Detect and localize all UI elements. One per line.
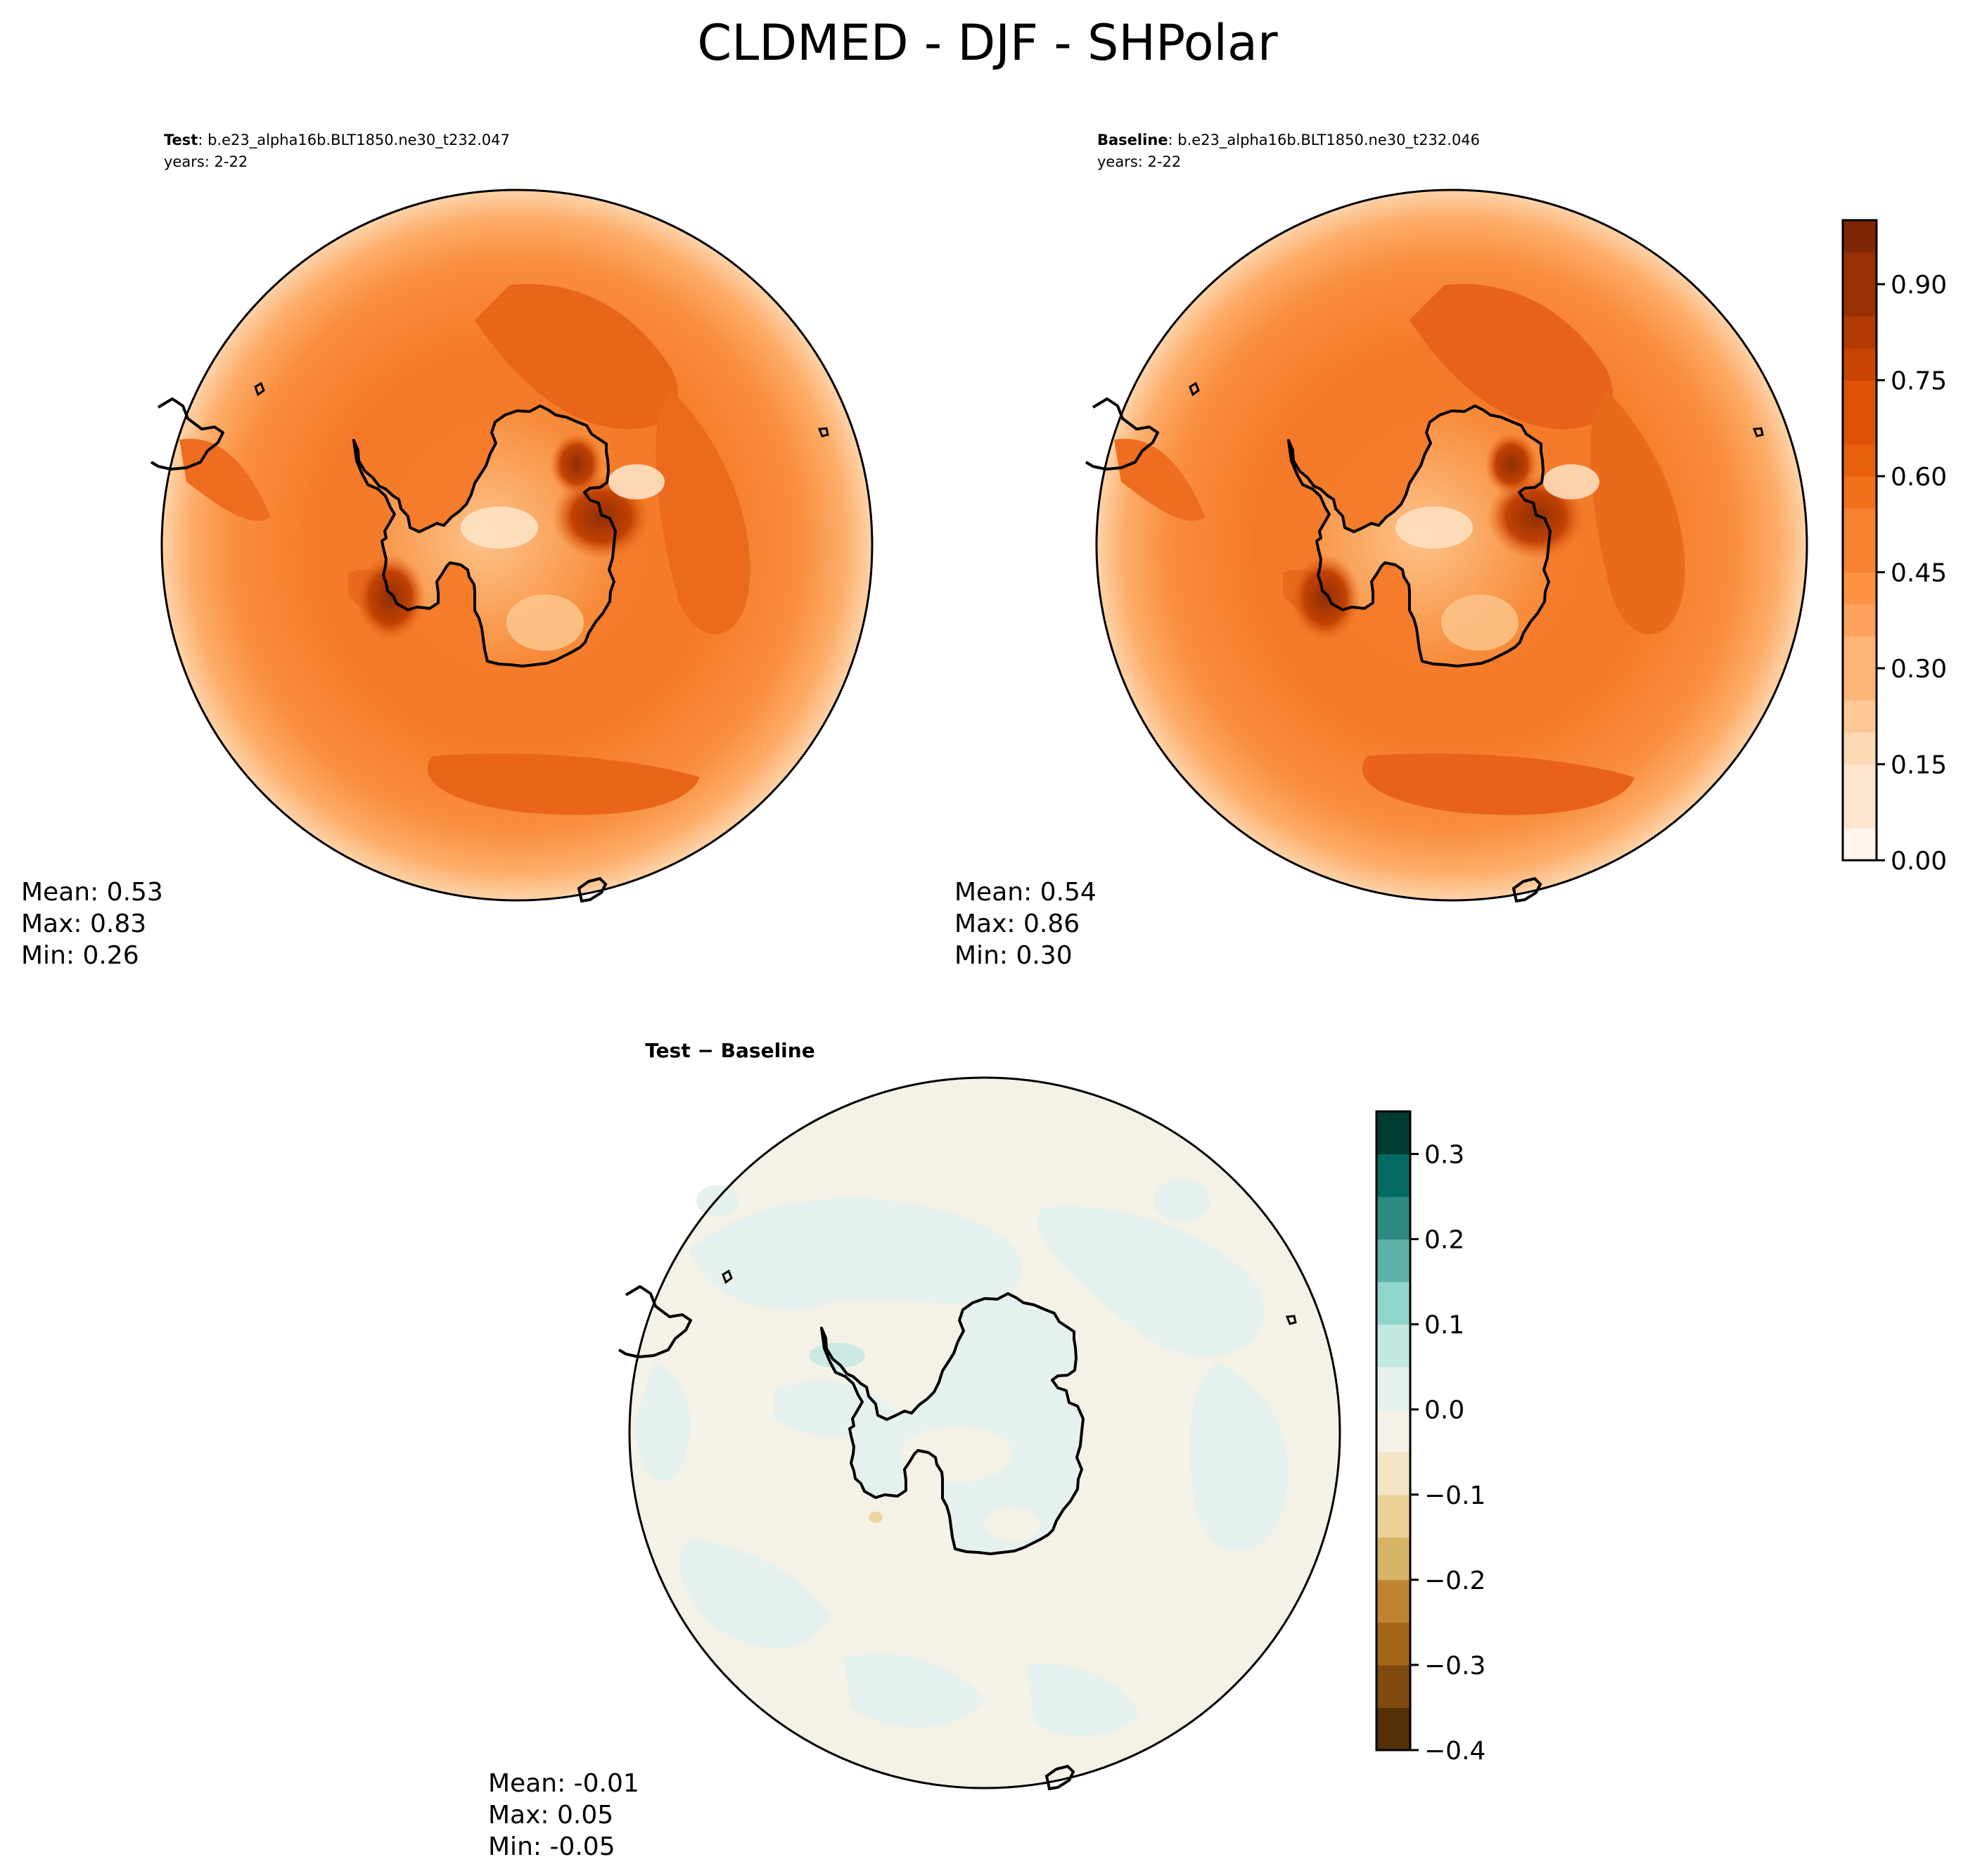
test-stats: Mean: 0.53 Max: 0.83 Min: 0.26 <box>21 878 163 970</box>
test-panel-label: Test <box>164 132 198 148</box>
diff-colorbar-ticks: −0.4 −0.3 −0.2 −0.1 0.0 0.1 0.2 0.3 <box>1410 1141 1485 1766</box>
diff-stat-mean: Mean: -0.01 <box>488 1769 639 1798</box>
main-colorbar-segments <box>1843 220 1877 861</box>
baseline-stat-min: Min: 0.30 <box>954 941 1073 970</box>
diff-colorbar-tick-label: −0.1 <box>1424 1481 1485 1510</box>
diff-colorbar-segment <box>1376 1664 1410 1708</box>
main-colorbar-frame <box>1841 219 1878 862</box>
baseline-panel-header: Baseline: b.e23_alpha16b.BLT1850.ne30_t2… <box>1097 132 1480 149</box>
baseline-stat-mean: Mean: 0.54 <box>954 878 1097 907</box>
baseline-panel-years: years: 2-22 <box>1097 153 1181 170</box>
main-colorbar-segment <box>1843 636 1877 669</box>
main-colorbar-segment <box>1843 252 1877 285</box>
test-map-boundary <box>160 189 874 902</box>
diff-colorbar-tick-label: −0.2 <box>1424 1566 1485 1595</box>
test-panel-years: years: 2-22 <box>164 153 248 170</box>
diff-colorbar-tick-label: −0.3 <box>1424 1652 1485 1680</box>
diff-stats: Mean: -0.01 Max: 0.05 Min: -0.05 <box>488 1769 639 1861</box>
main-colorbar-tick-label: 0.60 <box>1891 463 1947 492</box>
main-colorbar-segment <box>1843 828 1877 861</box>
diff-colorbar-segment <box>1376 1282 1410 1325</box>
main-colorbar-segment <box>1843 572 1877 605</box>
main-colorbar-segment <box>1843 220 1877 253</box>
main-colorbar-segment <box>1843 284 1877 317</box>
baseline-stat-max: Max: 0.86 <box>954 910 1080 938</box>
diff-map-boundary <box>628 1076 1341 1789</box>
test-panel: Test: b.e23_alpha16b.BLT1850.ne30_t232.0… <box>21 132 874 970</box>
diff-colorbar-segment <box>1376 1707 1410 1751</box>
diff-map-interior <box>809 1343 1041 1542</box>
baseline-map-boundary <box>1095 189 1808 902</box>
main-colorbar-segment <box>1843 508 1877 541</box>
main-colorbar-segment <box>1843 380 1877 413</box>
main-colorbar-segment <box>1843 316 1877 349</box>
diff-colorbar-segment <box>1376 1409 1410 1453</box>
diff-colorbar-tick-label: 0.0 <box>1424 1396 1464 1425</box>
diff-stat-max: Max: 0.05 <box>488 1801 613 1830</box>
diff-colorbar-segment <box>1376 1239 1410 1282</box>
main-colorbar-tick-label: 0.75 <box>1891 367 1947 396</box>
diff-colorbar-tick-label: 0.1 <box>1424 1311 1464 1340</box>
test-map-interior <box>355 433 665 651</box>
diff-colorbar-segment <box>1376 1324 1410 1367</box>
diff-colorbar-segment <box>1376 1494 1410 1538</box>
main-colorbar-tick-label: 0.00 <box>1891 847 1947 876</box>
baseline-panel-label: Baseline <box>1097 132 1168 148</box>
main-colorbar-segment <box>1843 444 1877 477</box>
diff-colorbar-tick-label: −0.4 <box>1424 1737 1485 1766</box>
test-panel-case: : b.e23_alpha16b.BLT1850.ne30_t232.047 <box>198 132 510 149</box>
test-map-contours <box>179 283 750 815</box>
diff-colorbar: −0.4 −0.3 −0.2 −0.1 0.0 0.1 0.2 0.3 <box>1375 1110 1485 1766</box>
main-colorbar-tick-label: 0.90 <box>1891 271 1947 300</box>
main-colorbar-segment <box>1843 796 1877 829</box>
test-stat-max: Max: 0.83 <box>21 910 146 938</box>
main-colorbar-segment <box>1843 732 1877 765</box>
diff-colorbar-segment <box>1376 1622 1410 1666</box>
diff-colorbar-segment <box>1376 1452 1410 1495</box>
main-colorbar: 0.00 0.15 0.30 0.45 0.60 0.75 0.90 <box>1841 219 1947 876</box>
main-colorbar-segment <box>1843 764 1877 797</box>
main-colorbar-segment <box>1843 668 1877 701</box>
main-colorbar-segment <box>1843 700 1877 733</box>
main-colorbar-tick-label: 0.30 <box>1891 655 1947 684</box>
test-stat-mean: Mean: 0.53 <box>21 878 163 907</box>
baseline-map <box>1085 189 1808 902</box>
diff-map <box>618 1076 1341 1790</box>
diff-colorbar-tick-label: 0.2 <box>1424 1226 1464 1255</box>
diff-colorbar-segment <box>1376 1537 1410 1581</box>
diff-colorbar-segment <box>1376 1111 1410 1155</box>
main-colorbar-segment <box>1843 348 1877 381</box>
baseline-panel: Baseline: b.e23_alpha16b.BLT1850.ne30_t2… <box>954 132 1808 970</box>
diff-colorbar-segment <box>1376 1579 1410 1623</box>
main-colorbar-tick-label: 0.15 <box>1891 751 1947 780</box>
diff-colorbar-segment <box>1376 1197 1410 1240</box>
diff-colorbar-segment <box>1376 1154 1410 1197</box>
figure-title: CLDMED - DJF - SHPolar <box>697 14 1278 72</box>
main-colorbar-segment <box>1843 540 1877 573</box>
test-panel-header: Test: b.e23_alpha16b.BLT1850.ne30_t232.0… <box>164 132 510 149</box>
main-colorbar-ticks: 0.00 0.15 0.30 0.45 0.60 0.75 0.90 <box>1877 271 1947 876</box>
baseline-stats: Mean: 0.54 Max: 0.86 Min: 0.30 <box>954 878 1097 970</box>
diff-colorbar-segment <box>1376 1367 1410 1410</box>
diff-panel-title: Test − Baseline <box>645 1039 814 1062</box>
diff-colorbar-frame <box>1375 1110 1412 1751</box>
diff-stat-min: Min: -0.05 <box>488 1832 615 1861</box>
baseline-map-interior <box>1290 433 1599 651</box>
main-colorbar-segment <box>1843 604 1877 637</box>
diff-panel: Test − Baseline <box>488 1039 1341 1861</box>
test-stat-min: Min: 0.26 <box>21 941 139 970</box>
main-colorbar-segment <box>1843 412 1877 445</box>
test-map <box>150 189 874 902</box>
main-colorbar-tick-label: 0.45 <box>1891 559 1947 588</box>
main-colorbar-segment <box>1843 476 1877 509</box>
baseline-panel-case: : b.e23_alpha16b.BLT1850.ne30_t232.046 <box>1168 132 1481 149</box>
diff-colorbar-tick-label: 0.3 <box>1424 1141 1464 1170</box>
diff-colorbar-segments <box>1376 1111 1410 1751</box>
